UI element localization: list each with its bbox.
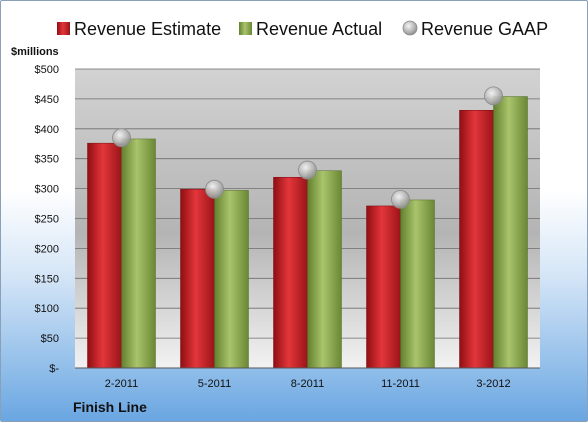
- x-tick-label: 3-2012: [476, 378, 510, 390]
- y-tick-label: $150: [35, 273, 59, 285]
- y-tick-label: $100: [35, 303, 59, 315]
- marker-revenue-gaap: [112, 128, 131, 148]
- x-tick-label: 8-2011: [291, 378, 324, 390]
- legend-swatch-actual: [239, 22, 252, 35]
- legend-label-gaap: Revenue GAAP: [421, 19, 548, 39]
- gaap-markers: [112, 86, 503, 209]
- legend-label-estimate: Revenue Estimate: [74, 19, 221, 39]
- y-tick-label: $350: [35, 154, 59, 166]
- y-tick-label: $450: [35, 94, 59, 106]
- y-tick-label: $400: [35, 124, 59, 136]
- legend-swatch-gaap: [402, 20, 418, 36]
- company-name: Finish Line: [73, 399, 147, 415]
- y-tick-label: $50: [41, 333, 59, 345]
- legend: Revenue Estimate Revenue Actual Revenue …: [57, 19, 548, 39]
- bar-revenue-estimate: [87, 142, 122, 369]
- bar-revenue-estimate: [459, 110, 494, 369]
- x-tick-label: 11-2011: [381, 378, 420, 390]
- marker-revenue-gaap: [391, 189, 410, 209]
- bar-revenue-estimate: [273, 176, 308, 369]
- bars: [87, 96, 528, 369]
- y-tick-label: $500: [35, 64, 59, 76]
- bar-revenue-actual: [307, 170, 342, 369]
- marker-revenue-gaap: [484, 86, 503, 106]
- bar-revenue-actual: [400, 199, 435, 369]
- bar-revenue-actual: [121, 138, 156, 369]
- y-tick-label: $200: [35, 243, 59, 255]
- legend-label-actual: Revenue Actual: [256, 19, 382, 39]
- marker-revenue-gaap: [205, 179, 224, 199]
- y-tick-label: $300: [35, 184, 59, 196]
- y-tick-label: $250: [35, 214, 59, 226]
- x-tick-label: 5-2011: [198, 378, 231, 390]
- x-tick-label: 2-2011: [105, 378, 138, 390]
- y-tick-label: $-: [49, 363, 59, 375]
- y-axis-unit-label: $millions: [11, 46, 59, 58]
- x-axis-labels: 2-2011 5-2011 8-2011 11-2011 3-2012: [105, 378, 511, 390]
- bar-revenue-estimate: [366, 205, 401, 369]
- marker-revenue-gaap: [298, 160, 317, 180]
- legend-swatch-estimate: [57, 22, 70, 35]
- bar-revenue-actual: [214, 190, 249, 369]
- y-axis-ticks: $- $50 $100 $150 $200 $250 $300 $350 $400 $450 $50…: [35, 64, 60, 375]
- bar-revenue-actual: [493, 96, 528, 369]
- bar-revenue-estimate: [180, 188, 215, 369]
